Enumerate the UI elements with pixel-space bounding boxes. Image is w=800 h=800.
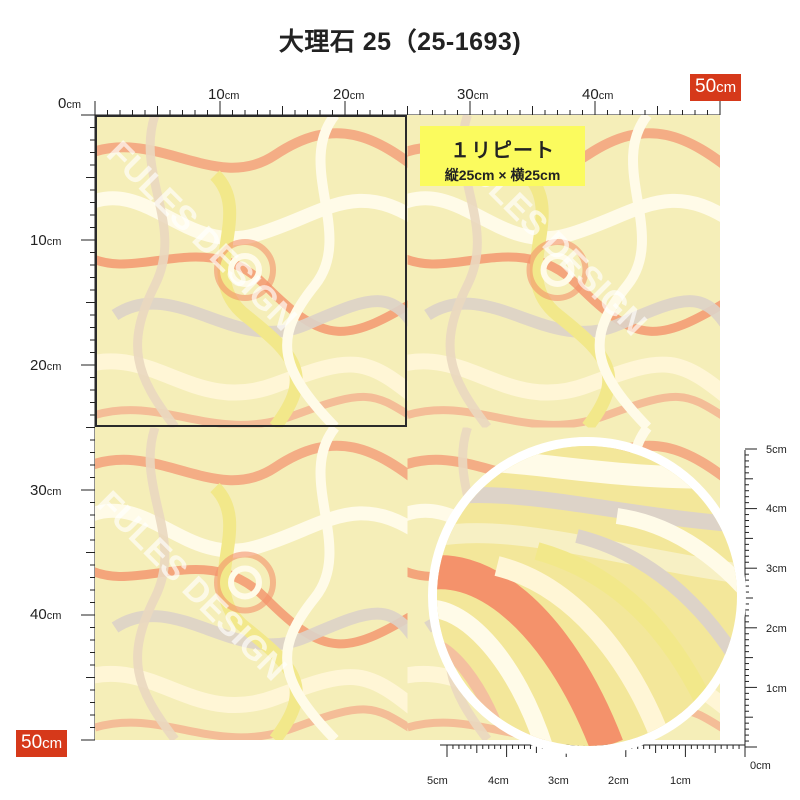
- small-ruler-right-4: 4cm: [766, 503, 787, 515]
- left-ruler-label-30: 30cm: [30, 482, 62, 499]
- left-ruler-label-10: 10cm: [30, 232, 62, 249]
- small-ruler-bottom-1: 1cm: [670, 775, 691, 787]
- small-ruler-right-5: 5cm: [766, 444, 787, 456]
- small-ruler-right-2: 2cm: [766, 623, 787, 635]
- top-ruler-label-10: 10cm: [208, 86, 240, 103]
- top-end-badge: 50cm: [690, 74, 742, 101]
- small-ruler-bottom-4: 4cm: [488, 775, 509, 787]
- left-ruler-label-40: 40cm: [30, 606, 62, 623]
- repeat-label-size: 縦25cm × 横25cm: [444, 167, 561, 183]
- small-ruler-bottom-0: 0cm: [750, 760, 771, 772]
- repeat-label-title: １リピート: [450, 140, 555, 162]
- page-title: 大理石 25（25-1693): [278, 28, 522, 56]
- small-ruler-bottom-3: 3cm: [548, 775, 569, 787]
- small-ruler-right-3: 3cm: [766, 563, 787, 575]
- zoom-detail-circle: [428, 437, 746, 755]
- left-ruler-label-20: 20cm: [30, 357, 62, 374]
- top-ruler-label-0: 0cm: [58, 95, 82, 112]
- small-ruler-bottom-5: 5cm: [427, 775, 448, 787]
- repeat-frame: [95, 115, 407, 427]
- top-ruler-label-40: 40cm: [582, 86, 614, 103]
- left-end-badge: 50cm: [16, 730, 68, 757]
- repeat-label: １リピート 縦25cm × 横25cm: [420, 126, 585, 186]
- top-ruler-label-20: 20cm: [333, 86, 365, 103]
- small-ruler-bottom-2: 2cm: [608, 775, 629, 787]
- small-ruler-right-1: 1cm: [766, 683, 787, 695]
- top-ruler-label-30: 30cm: [457, 86, 489, 103]
